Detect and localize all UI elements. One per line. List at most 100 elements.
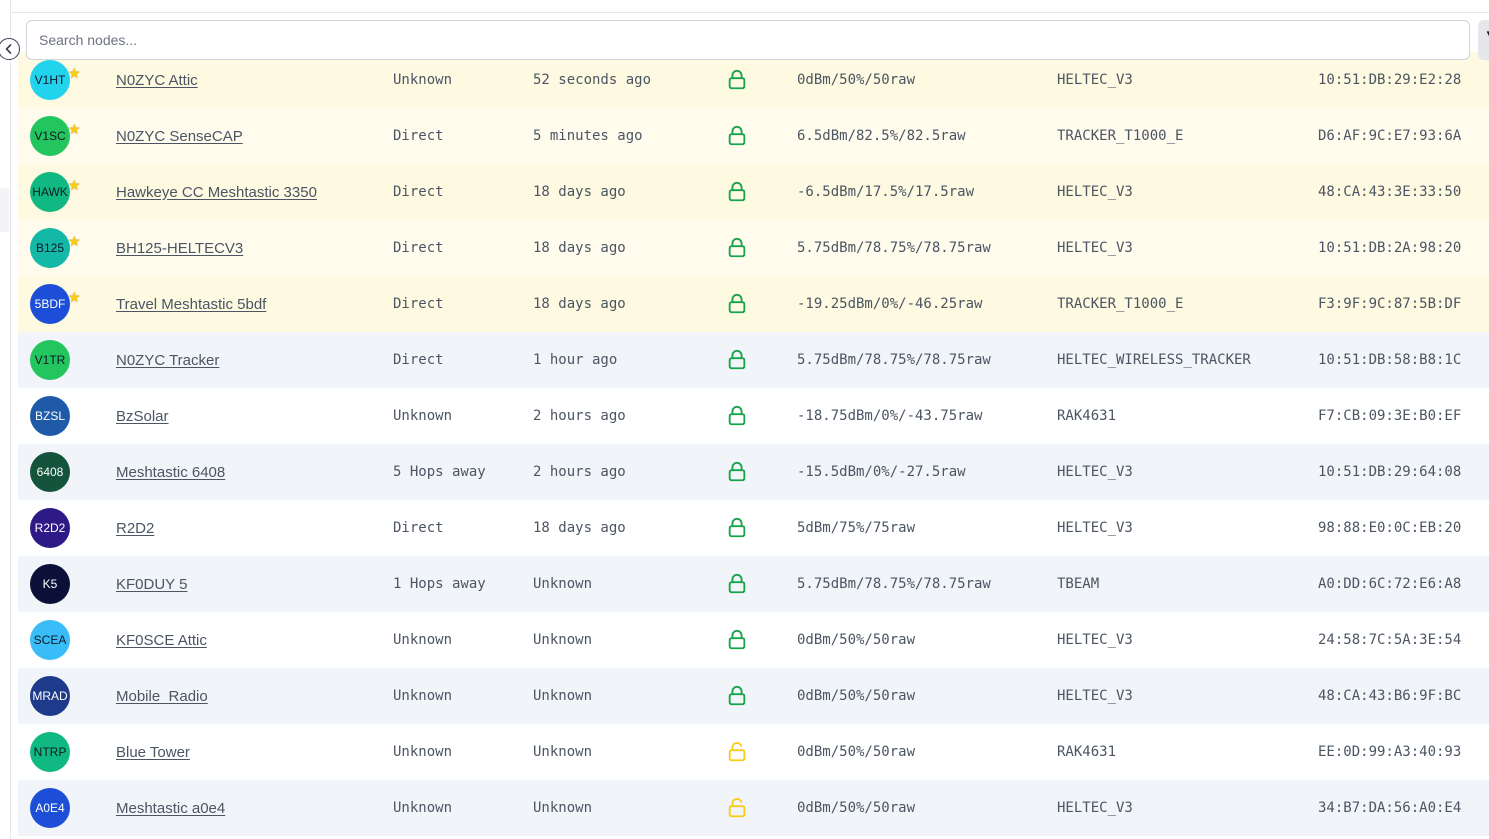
avatar: SCEA	[30, 620, 70, 660]
table-row[interactable]: SCEA KF0SCE Attic Unknown Unknown 0dBm/50%/5…	[18, 612, 1489, 668]
signal-text: 0dBm/50%/50raw	[797, 744, 916, 760]
table-row[interactable]: HAWK ★ Hawkeye CC Meshtastic 3350 Direct 18 …	[18, 164, 1489, 220]
table-row[interactable]: R2D2 R2D2 Direct 18 days ago 5dBm/75%/75raw H…	[18, 500, 1489, 556]
node-name-link[interactable]: BH125-HELTECV3	[116, 239, 244, 257]
connection-text: Direct	[393, 352, 444, 368]
node-name-link[interactable]: Blue Tower	[116, 743, 190, 761]
nodes-table: V1HT ★ N0ZYC Attic Unknown 52 seconds ago 0dB…	[18, 52, 1489, 836]
last-heard-text: Unknown	[533, 800, 593, 816]
mac-address-text: F7:CB:09:3E:B0:EF	[1318, 408, 1462, 424]
node-name-link[interactable]: N0ZYC Attic	[116, 71, 198, 89]
table-row[interactable]: V1TR N0ZYC Tracker Direct 1 hour ago 5.75dBm…	[18, 332, 1489, 388]
last-heard-text: 5 minutes ago	[533, 128, 643, 144]
node-name-link[interactable]: BzSolar	[116, 407, 169, 425]
mac-address-text: D6:AF:9C:E7:93:6A	[1318, 128, 1462, 144]
avatar: HAWK ★	[30, 172, 81, 212]
last-heard-text: 2 hours ago	[533, 464, 626, 480]
signal-text: 0dBm/50%/50raw	[797, 800, 916, 816]
mac-address-text: 48:CA:43:B6:9F:BC	[1318, 688, 1462, 704]
lock-open-icon	[726, 724, 748, 780]
signal-text: 0dBm/50%/50raw	[797, 688, 916, 704]
avatar: R2D2	[30, 508, 70, 548]
node-name-link[interactable]: R2D2	[116, 519, 155, 537]
avatar-short-name: A0E4	[35, 801, 65, 815]
avatar-short-name: HAWK	[32, 185, 68, 199]
table-row[interactable]: A0E4 Meshtastic a0e4 Unknown Unknown 0dBm/50…	[18, 780, 1489, 836]
top-bar	[0, 0, 1489, 13]
hardware-text: RAK4631	[1057, 408, 1117, 424]
star-icon: ★	[68, 121, 81, 137]
hardware-text: RAK4631	[1057, 744, 1117, 760]
last-heard-text: 18 days ago	[533, 296, 626, 312]
connection-text: Direct	[393, 520, 444, 536]
mac-address-text: 10:51:DB:29:E2:28	[1318, 72, 1462, 88]
mac-address-text: F3:9F:9C:87:5B:DF	[1318, 296, 1462, 312]
chevron-left-icon	[5, 44, 12, 54]
last-heard-text: Unknown	[533, 688, 593, 704]
node-name-link[interactable]: Meshtastic 6408	[116, 463, 226, 481]
mac-address-text: 10:51:DB:29:64:08	[1318, 464, 1462, 480]
connection-text: Unknown	[393, 688, 453, 704]
node-name-link[interactable]: KF0DUY 5	[116, 575, 188, 593]
mac-address-text: 10:51:DB:58:B8:1C	[1318, 352, 1462, 368]
star-icon: ★	[68, 233, 81, 249]
search-box	[26, 20, 1470, 60]
node-name-link[interactable]: N0ZYC Tracker	[116, 351, 220, 369]
connection-text: Unknown	[393, 800, 453, 816]
avatar-short-name: R2D2	[34, 521, 66, 535]
filter-toggle-button[interactable]: ▼	[1478, 20, 1489, 60]
hardware-text: HELTEC_V3	[1057, 520, 1133, 536]
lock-closed-icon	[726, 500, 748, 556]
connection-text: 5 Hops away	[393, 464, 486, 480]
node-name-link[interactable]: Meshtastic a0e4	[116, 799, 226, 817]
hardware-text: HELTEC_WIRELESS_TRACKER	[1057, 352, 1251, 368]
node-name-link[interactable]: Travel Meshtastic 5bdf	[116, 295, 267, 313]
connection-text: 1 Hops away	[393, 576, 486, 592]
mac-address-text: EE:0D:99:A3:40:93	[1318, 744, 1462, 760]
table-row[interactable]: 5BDF ★ Travel Meshtastic 5bdf Direct 18 days…	[18, 276, 1489, 332]
table-row[interactable]: 6408 Meshtastic 6408 5 Hops away 2 hours ag…	[18, 444, 1489, 500]
lock-closed-icon	[726, 52, 748, 108]
connection-text: Unknown	[393, 408, 453, 424]
lock-closed-icon	[726, 388, 748, 444]
signal-text: 5.75dBm/78.75%/78.75raw	[797, 240, 991, 256]
avatar-short-name: MRAD	[32, 689, 68, 703]
mac-address-text: 10:51:DB:2A:98:20	[1318, 240, 1462, 256]
node-name-link[interactable]: Hawkeye CC Meshtastic 3350	[116, 183, 317, 201]
hardware-text: TBEAM	[1057, 576, 1100, 592]
table-row[interactable]: MRAD Mobile_Radio Unknown Unknown 0dBm/50%/5…	[18, 668, 1489, 724]
last-heard-text: 2 hours ago	[533, 408, 626, 424]
mac-address-text: 48:CA:43:3E:33:50	[1318, 184, 1462, 200]
table-row[interactable]: V1SC ★ N0ZYC SenseCAP Direct 5 minutes ago 6.…	[18, 108, 1489, 164]
avatar: A0E4	[30, 788, 70, 828]
node-name-link[interactable]: N0ZYC SenseCAP	[116, 127, 243, 145]
hardware-text: HELTEC_V3	[1057, 632, 1133, 648]
lock-closed-icon	[726, 556, 748, 612]
table-row[interactable]: V1HT ★ N0ZYC Attic Unknown 52 seconds ago 0dB…	[18, 52, 1489, 108]
node-name-link[interactable]: KF0SCE Attic	[116, 631, 207, 649]
hardware-text: HELTEC_V3	[1057, 72, 1133, 88]
avatar: V1HT ★	[30, 60, 81, 100]
node-name-link[interactable]: Mobile_Radio	[116, 687, 208, 705]
avatar-short-name: NTRP	[33, 745, 67, 759]
signal-text: -6.5dBm/17.5%/17.5raw	[797, 184, 975, 200]
star-icon: ★	[68, 289, 81, 305]
table-row[interactable]: B125 ★ BH125-HELTECV3 Direct 18 days ago 5.75…	[18, 220, 1489, 276]
lock-open-icon	[726, 780, 748, 836]
hardware-text: HELTEC_V3	[1057, 464, 1133, 480]
table-row[interactable]: BZSL BzSolar Unknown 2 hours ago -18.75dBm/0…	[18, 388, 1489, 444]
hardware-text: HELTEC_V3	[1057, 184, 1133, 200]
signal-text: 6.5dBm/82.5%/82.5raw	[797, 128, 966, 144]
connection-text: Direct	[393, 296, 444, 312]
avatar-short-name: 6408	[36, 465, 64, 479]
hardware-text: HELTEC_V3	[1057, 240, 1133, 256]
chevron-down-icon: ▼	[1485, 29, 1489, 38]
table-row[interactable]: NTRP Blue Tower Unknown Unknown 0dBm/50%/50r…	[18, 724, 1489, 780]
lock-closed-icon	[726, 444, 748, 500]
last-heard-text: Unknown	[533, 632, 593, 648]
lock-closed-icon	[726, 612, 748, 668]
search-input[interactable]	[27, 21, 1469, 59]
collapse-sidebar-button[interactable]	[0, 38, 20, 60]
table-row[interactable]: K5 KF0DUY 5 1 Hops away Unknown 5.75dBm/78.7…	[18, 556, 1489, 612]
avatar: B125 ★	[30, 228, 81, 268]
